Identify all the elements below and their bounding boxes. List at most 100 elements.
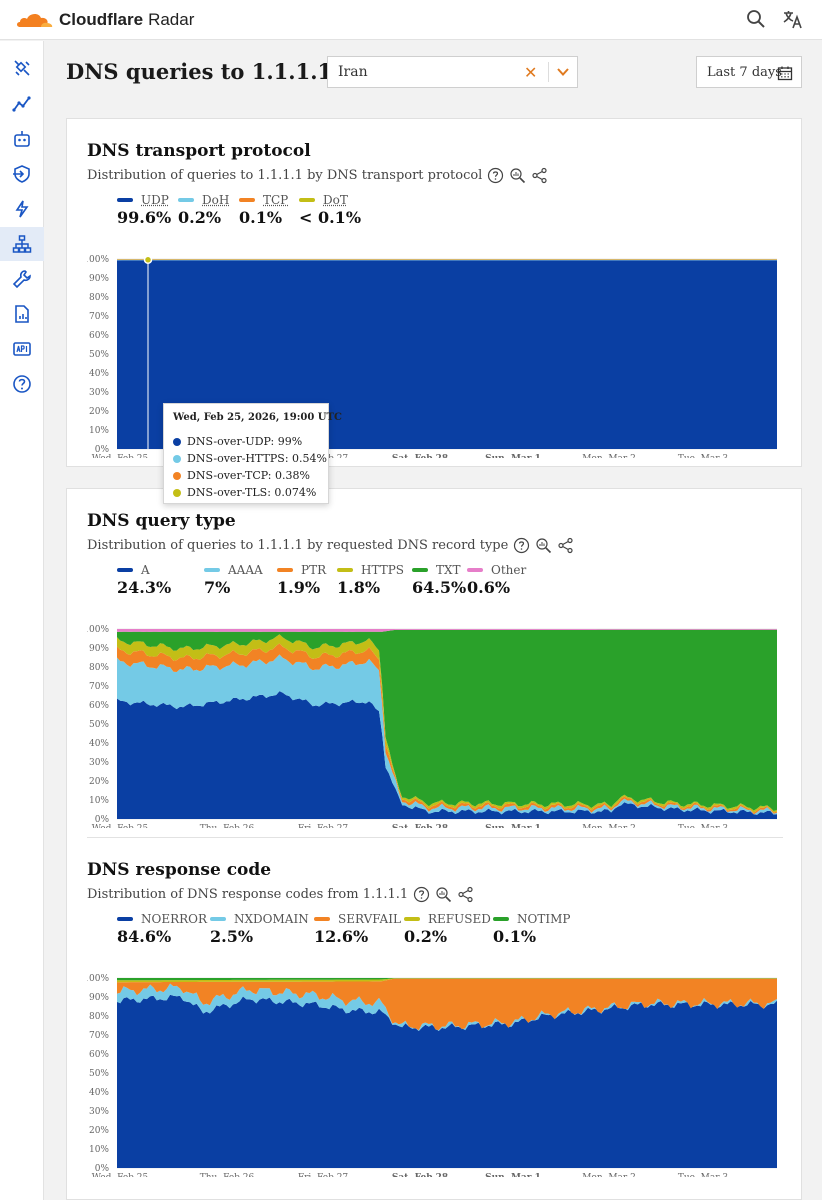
legend-item-dot[interactable]: DoT < 0.1%	[299, 193, 361, 227]
y-tick-label: 90%	[89, 993, 109, 1003]
legend-label: NOERROR	[141, 912, 208, 926]
series-area-noerror[interactable]	[117, 994, 777, 1168]
zoom-chart-icon[interactable]	[435, 886, 452, 903]
legend-item-aaaa[interactable]: AAAA 7%	[204, 563, 263, 597]
translate-icon[interactable]	[782, 8, 804, 30]
legend-label-row: AAAA	[204, 563, 263, 577]
legend-item-notimp[interactable]: NOTIMP 0.1%	[493, 912, 570, 946]
cloudflare-radar-logo[interactable]: Cloudflare Radar	[14, 8, 194, 32]
x-tick-label: Wed, Feb 25	[92, 1173, 149, 1177]
legend-item-a[interactable]: A 24.3%	[117, 563, 171, 597]
description-text: Distribution of DNS response codes from …	[87, 887, 409, 902]
search-icon[interactable]	[745, 8, 767, 30]
legend-item-txt[interactable]: TXT 64.5%	[412, 563, 466, 597]
series-area-a[interactable]	[117, 691, 777, 819]
sidebar-item-satellite[interactable]	[0, 51, 44, 85]
section-divider	[87, 837, 783, 838]
y-tick-label: 30%	[89, 1107, 109, 1117]
legend-label: Other	[491, 563, 527, 577]
response-code-chart[interactable]: 100% 90% 80% 70% 60% 50% 40% 30% 20% 10% 0%Wed, Fe…	[87, 952, 783, 1177]
legend-item-doh[interactable]: DoH 0.2%	[178, 193, 229, 227]
sidebar-item-dns[interactable]	[0, 227, 44, 261]
legend-item-other[interactable]: Other 0.6%	[467, 563, 526, 597]
legend-label-row: HTTPS	[337, 563, 404, 577]
chevron-down-icon[interactable]	[556, 65, 570, 79]
sidebar-item-help[interactable]	[0, 367, 44, 401]
x-tick-label: Sun, Mar 1	[485, 454, 541, 458]
sidebar	[0, 41, 44, 1200]
y-tick-label: 20%	[89, 777, 109, 787]
select-divider	[548, 62, 549, 82]
legend-item-udp[interactable]: UDP 99.6%	[117, 193, 171, 227]
series-area-tcp[interactable]	[117, 259, 777, 260]
y-tick-label: 100%	[87, 974, 109, 984]
zoom-chart-icon[interactable]	[509, 167, 526, 184]
cloudflare-cloud-icon	[17, 13, 53, 27]
x-tick-label: Wed, Feb 25	[92, 454, 149, 458]
series-area-other[interactable]	[117, 629, 777, 632]
legend-swatch	[239, 198, 255, 202]
share-icon[interactable]	[531, 167, 548, 184]
sidebar-item-performance[interactable]	[0, 192, 44, 226]
sidebar-item-bots[interactable]	[0, 122, 44, 156]
legend-label-row: Other	[467, 563, 526, 577]
y-tick-label: 100%	[87, 625, 109, 635]
series-area-udp[interactable]	[117, 260, 777, 449]
location-select[interactable]: Iran ✕	[327, 56, 578, 88]
sidebar-item-traffic[interactable]	[0, 87, 44, 121]
query-type-chart[interactable]: 100% 90% 80% 70% 60% 50% 40% 30% 20% 10% 0%Wed, Fe…	[87, 603, 783, 828]
y-tick-label: 70%	[89, 1031, 109, 1041]
y-tick-label: 0%	[95, 1164, 110, 1174]
tooltip-row-label: DNS-over-UDP: 99%	[187, 435, 303, 448]
share-icon[interactable]	[557, 537, 574, 554]
chart-tooltip: Wed, Feb 25, 2026, 19:00 UTC DNS-over-UD…	[163, 403, 342, 504]
y-tick-label: 100%	[87, 255, 109, 265]
x-tick-label: Sat, Feb 28	[392, 1173, 448, 1177]
security-shield-icon	[13, 165, 30, 183]
x-tick-label: Mon, Mar 2	[582, 824, 636, 828]
y-tick-label: 90%	[89, 274, 109, 284]
info-icon[interactable]	[487, 167, 504, 184]
sidebar-item-tools[interactable]	[0, 262, 44, 296]
legend-item-nxdomain[interactable]: NXDOMAIN 2.5%	[210, 912, 309, 946]
series-area-notimp[interactable]	[117, 978, 777, 981]
series-area-aaaa[interactable]	[117, 654, 777, 815]
zoom-chart-icon[interactable]	[535, 537, 552, 554]
x-tick-label: Tue, Mar 3	[678, 454, 729, 458]
satellite-icon	[14, 60, 30, 76]
date-range-select[interactable]: Last 7 days	[696, 56, 802, 88]
info-icon[interactable]	[413, 886, 430, 903]
sidebar-item-security[interactable]	[0, 157, 44, 191]
legend-item-ptr[interactable]: PTR 1.9%	[277, 563, 326, 597]
legend-item-https[interactable]: HTTPS 1.8%	[337, 563, 404, 597]
legend-swatch	[404, 917, 420, 921]
legend-label: DoH	[202, 193, 230, 207]
query-and-response-card: DNS query type Distribution of queries t…	[66, 488, 802, 1200]
info-icon[interactable]	[513, 537, 530, 554]
legend-item-refused[interactable]: REFUSED 0.2%	[404, 912, 491, 946]
legend-label: NXDOMAIN	[234, 912, 309, 926]
location-value: Iran	[338, 64, 368, 80]
y-tick-label: 60%	[89, 1050, 109, 1060]
series-area-https[interactable]	[117, 634, 777, 813]
series-area-doh[interactable]	[117, 259, 777, 261]
brand-name: Cloudflare	[59, 10, 144, 29]
legend-swatch	[117, 198, 133, 202]
transport-protocol-chart[interactable]: 100%90%80%70%60%50%40%30%20%10%0%Wed, Fe…	[87, 233, 783, 458]
share-icon[interactable]	[457, 886, 474, 903]
legend-item-tcp[interactable]: TCP 0.1%	[239, 193, 288, 227]
series-area-nxdomain[interactable]	[117, 983, 777, 1032]
series-area-ptr[interactable]	[117, 643, 777, 815]
sidebar-item-reports[interactable]	[0, 297, 44, 331]
x-tick-label: Sat, Feb 28	[392, 454, 448, 458]
sidebar-item-api[interactable]	[0, 332, 44, 366]
legend-item-servfail[interactable]: SERVFAIL 12.6%	[314, 912, 401, 946]
series-area-servfail[interactable]	[117, 978, 777, 1031]
series-area-txt[interactable]	[117, 629, 777, 811]
series-dot	[173, 437, 181, 446]
series-area-refused[interactable]	[117, 978, 777, 983]
y-tick-label: 10%	[89, 426, 109, 436]
clear-location-icon[interactable]: ✕	[524, 63, 538, 82]
legend-value: 84.6%	[117, 927, 172, 946]
legend-item-noerror[interactable]: NOERROR 84.6%	[117, 912, 207, 946]
